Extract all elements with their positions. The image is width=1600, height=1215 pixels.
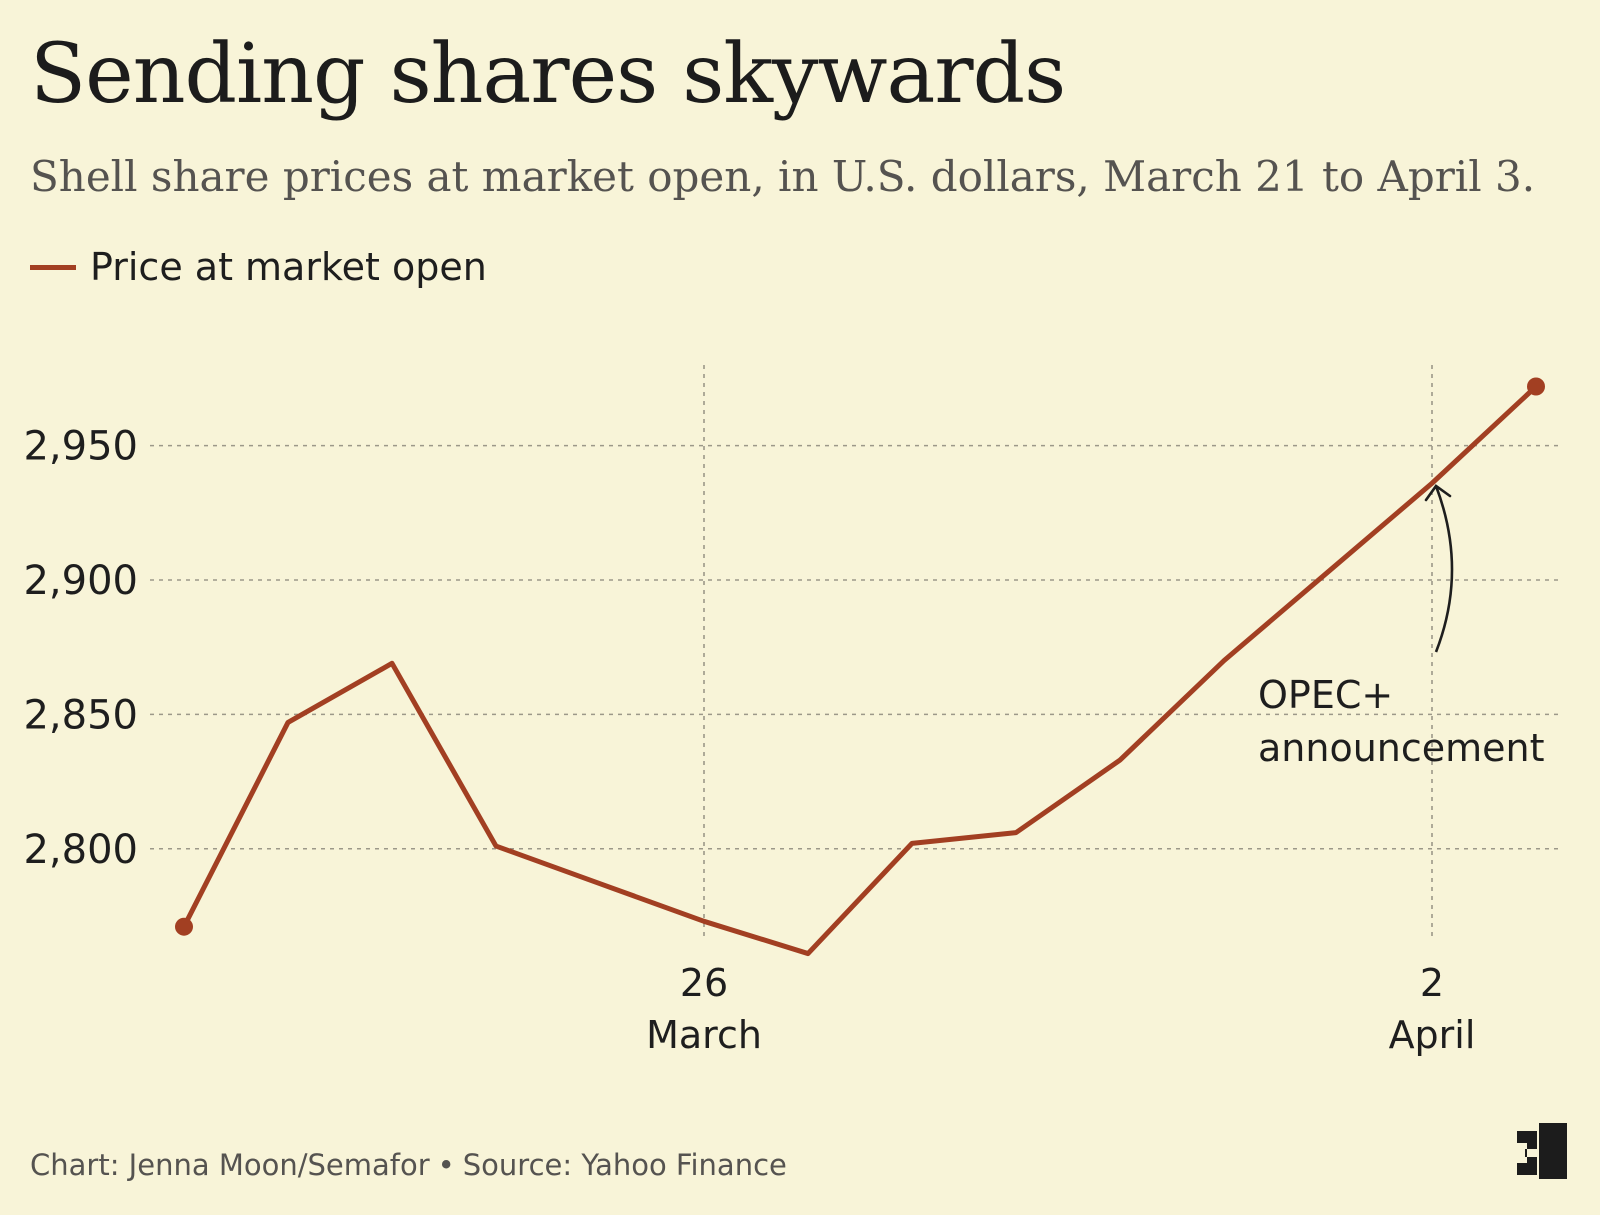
legend-swatch (30, 264, 76, 270)
x-tick-month-label: April (1389, 1013, 1476, 1057)
start-point (175, 917, 193, 936)
chart-title: Sending shares skywards (30, 27, 1066, 122)
annotation-label: OPEC+ (1258, 673, 1393, 717)
footer-separator: • (437, 1148, 455, 1182)
semafor-logo-icon (1517, 1123, 1567, 1179)
end-point (1527, 377, 1545, 396)
y-tick-label: 2,950 (23, 424, 138, 470)
x-tick-label: 2 (1420, 961, 1444, 1005)
y-tick-label: 2,800 (23, 827, 138, 873)
annotation-label: announcement (1258, 726, 1545, 770)
y-tick-label: 2,850 (23, 692, 138, 738)
footer-credit: Chart: Jenna Moon/Semafor (30, 1148, 430, 1182)
footer: Chart: Jenna Moon/Semafor • Source: Yahoo … (30, 1148, 787, 1182)
x-tick-month-label: March (646, 1013, 762, 1057)
x-tick-label: 26 (680, 961, 728, 1005)
chart-subtitle: Shell share prices at market open, in U.… (30, 152, 1536, 201)
footer-source: Source: Yahoo Finance (462, 1148, 787, 1182)
annotation-arrow (1434, 485, 1454, 653)
legend: Price at market open (30, 245, 487, 289)
y-tick-label: 2,900 (23, 558, 138, 604)
series-line (181, 384, 1539, 957)
legend-label: Price at market open (90, 245, 487, 289)
annotation-arrowhead (1424, 484, 1452, 502)
